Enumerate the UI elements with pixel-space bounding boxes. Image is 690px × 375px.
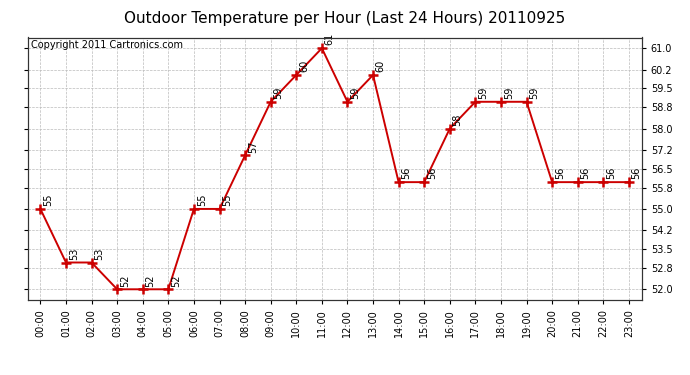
- Text: 56: 56: [427, 167, 437, 179]
- Text: 56: 56: [606, 167, 616, 179]
- Text: 56: 56: [631, 167, 642, 179]
- Text: 57: 57: [248, 140, 258, 153]
- Text: 55: 55: [222, 194, 233, 206]
- Text: 59: 59: [504, 87, 514, 99]
- Text: 60: 60: [299, 60, 309, 72]
- Text: 56: 56: [555, 167, 565, 179]
- Text: 59: 59: [351, 87, 360, 99]
- Text: 59: 59: [478, 87, 488, 99]
- Text: Outdoor Temperature per Hour (Last 24 Hours) 20110925: Outdoor Temperature per Hour (Last 24 Ho…: [124, 11, 566, 26]
- Text: 53: 53: [69, 248, 79, 260]
- Text: 56: 56: [580, 167, 591, 179]
- Text: 53: 53: [95, 248, 104, 260]
- Text: 58: 58: [453, 113, 462, 126]
- Text: 55: 55: [43, 194, 53, 206]
- Text: 59: 59: [273, 87, 284, 99]
- Text: 52: 52: [171, 274, 181, 286]
- Text: 56: 56: [402, 167, 411, 179]
- Text: 60: 60: [376, 60, 386, 72]
- Text: 61: 61: [324, 33, 335, 45]
- Text: Copyright 2011 Cartronics.com: Copyright 2011 Cartronics.com: [30, 40, 183, 50]
- Text: 55: 55: [197, 194, 207, 206]
- Text: 52: 52: [146, 274, 155, 286]
- Text: 52: 52: [120, 274, 130, 286]
- Text: 59: 59: [529, 87, 540, 99]
